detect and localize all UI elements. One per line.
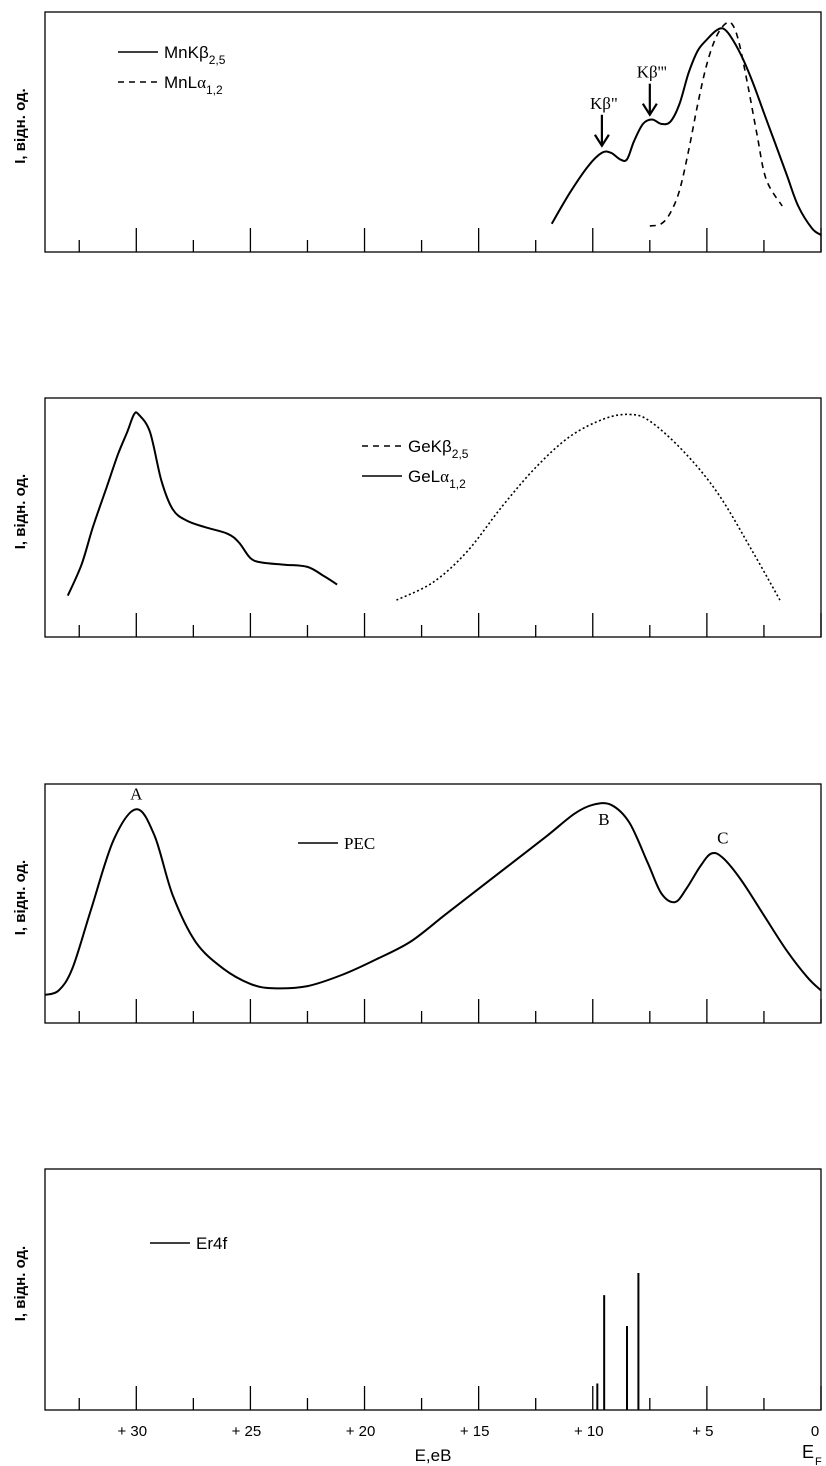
series-line-gel-1-2 <box>66 411 338 597</box>
x-tick-label: + 20 <box>346 1423 376 1440</box>
panel-1: I, відн. од. MnKβ2,5 MnLα1,2 Kβ" Kβ''' <box>12 11 822 253</box>
legend-label-subscript: 2,5 <box>209 53 226 67</box>
legend-label-base: GeKβ <box>408 437 452 456</box>
y-axis-label: I, відн. од. <box>12 474 29 549</box>
x-axis: + 30 + 25 + 20 + 15 + 10 + 5 0 E,eB E F <box>117 1423 822 1466</box>
legend-label: GeLα1,2 <box>408 467 466 491</box>
panel-2: I, відн. од. GeKβ2,5 GeLα1,2 <box>12 397 822 638</box>
annotation-label: Kβ''' <box>637 63 667 82</box>
peak-label-a: A <box>130 784 143 803</box>
peak-label-b: B <box>598 810 609 829</box>
series-line-mnl-1-2 <box>649 21 783 227</box>
x-axis-label: E,eB <box>415 1446 452 1465</box>
panel-3: I, відн. од. PEC A B C <box>12 783 822 1024</box>
legend-label: MnKβ2,5 <box>164 43 226 67</box>
legend-label-base: Er4f <box>196 1234 227 1253</box>
legend-label-subscript: 1,2 <box>449 477 466 491</box>
annotation-arrow-head <box>593 134 610 148</box>
fermi-level-subscript: F <box>815 1456 822 1466</box>
x-tick-label: 0 <box>811 1423 819 1440</box>
series-line-pec <box>44 802 822 996</box>
annotation-arrow-head <box>641 103 658 117</box>
x-tick-label: + 5 <box>692 1423 713 1440</box>
legend-label-subscript: 1,2 <box>206 83 223 97</box>
legend-label-greek: α <box>197 73 206 92</box>
legend-label-base: MnKβ <box>164 43 209 62</box>
y-axis-label: I, відн. од. <box>12 88 29 163</box>
legend-label: PEC <box>344 834 375 853</box>
plot-frame <box>44 11 822 253</box>
series-line-gek-2-5 <box>396 413 781 601</box>
legend-label-base: PEC <box>344 834 375 853</box>
legend-label-base: MnL <box>164 73 197 92</box>
fermi-level-label: E <box>802 1442 814 1462</box>
legend-label-greek: α <box>440 467 449 486</box>
panel-4: I, відн. од. Er4f <box>12 1168 822 1411</box>
legend-label: GeKβ2,5 <box>408 437 469 461</box>
x-tick-label: + 10 <box>574 1423 604 1440</box>
legend-label: MnLα1,2 <box>164 73 223 97</box>
x-tick-label: + 25 <box>232 1423 262 1440</box>
peak-label-c: C <box>717 828 728 847</box>
y-axis-label: I, відн. од. <box>12 860 29 935</box>
plot-frame <box>44 1168 822 1411</box>
legend-label-base: GeL <box>408 467 440 486</box>
series-line-mnk-2-5 <box>550 27 822 236</box>
x-tick-label: + 30 <box>117 1423 147 1440</box>
plot-frame <box>44 397 822 638</box>
plot-frame <box>44 783 822 1024</box>
y-axis-label: I, відн. од. <box>12 1246 29 1321</box>
annotation-label: Kβ" <box>590 94 618 113</box>
legend-label-subscript: 2,5 <box>452 447 469 461</box>
x-tick-label: + 15 <box>460 1423 490 1440</box>
legend-label: Er4f <box>196 1234 227 1253</box>
